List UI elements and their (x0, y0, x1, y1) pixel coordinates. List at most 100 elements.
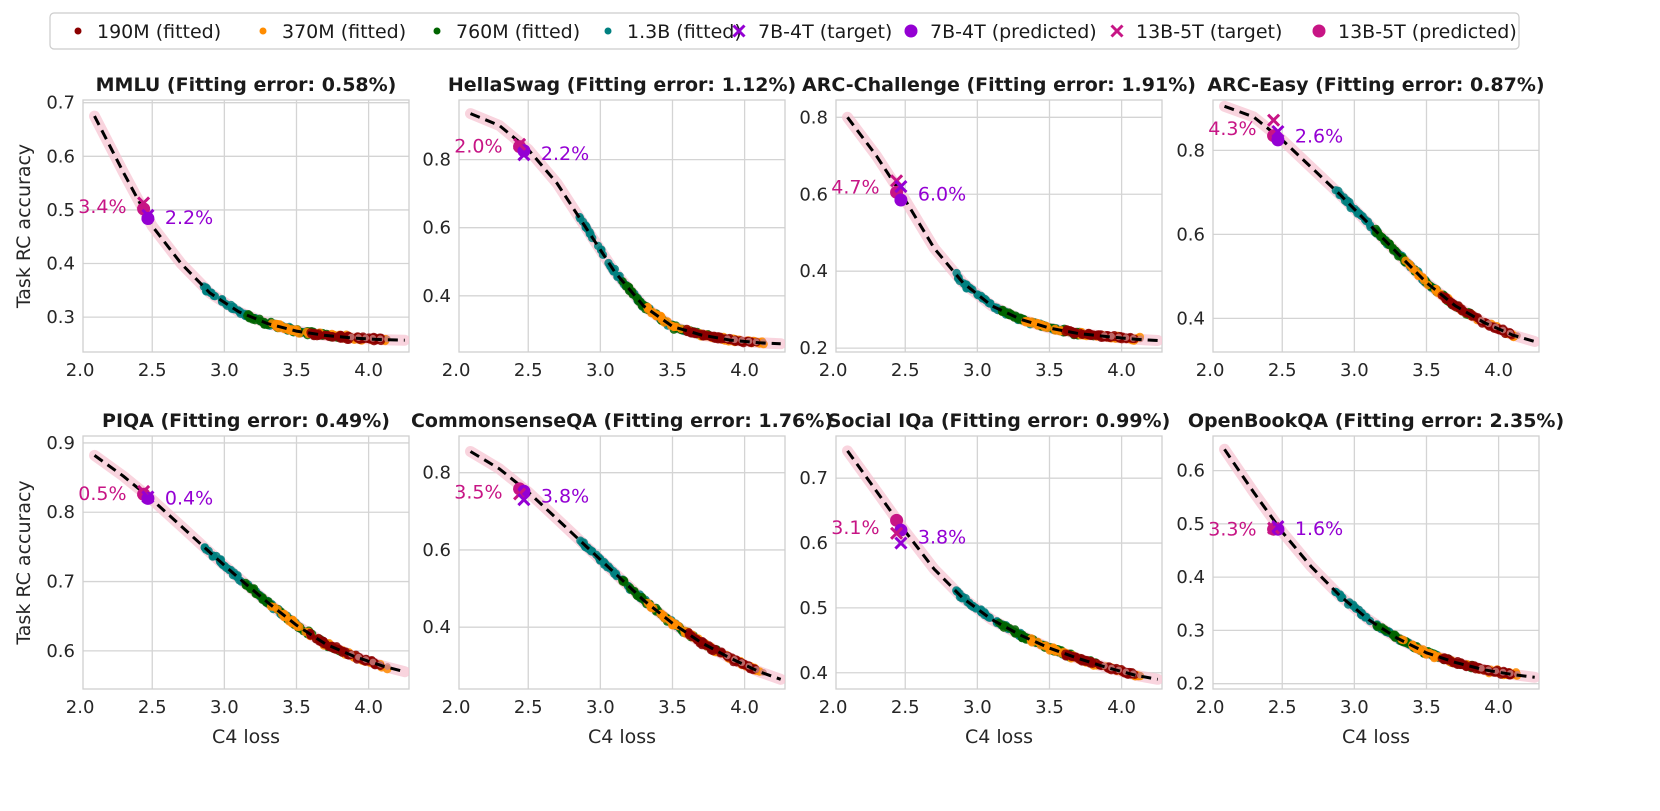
plot-content (465, 446, 785, 685)
x-tick-label: 2.0 (66, 360, 95, 381)
fit-curve (846, 450, 1158, 681)
x-axis-label: C4 loss (588, 726, 656, 748)
fitted-point (1027, 317, 1036, 326)
error-label-7B: 6.0% (918, 183, 966, 205)
x-tick-label: 3.5 (1412, 697, 1441, 718)
fitted-point (384, 663, 391, 670)
x-axis-label: C4 loss (965, 726, 1033, 748)
chart-panel: 2.0 2.5 3.0 3.5 4.0 0.2 0.4 0.6 0.8 ARC-Challenge… (799, 74, 1196, 381)
legend-label: 190M (fitted) (97, 21, 221, 43)
chart-panel: 2.0 2.5 3.0 3.5 4.0 0.4 0.6 0.8 CommonsenseQA (F… (411, 410, 833, 748)
legend-marker (1312, 24, 1326, 38)
panel-title: OpenBookQA (Fitting error: 2.35%) (1188, 410, 1564, 432)
x-tick-label: 2.5 (1268, 697, 1297, 718)
chart-panel: 2.0 2.5 3.0 3.5 4.0 0.4 0.6 0.8 HellaSwag (Fitti… (422, 74, 796, 381)
y-tick-label: 0.4 (422, 286, 451, 307)
y-axis-label: Task RC accuracy (13, 480, 35, 645)
fitted-point (1108, 332, 1115, 340)
x-tick-label: 3.5 (1035, 360, 1064, 381)
plot-area (82, 435, 410, 690)
target-13B-marker-stroke-b (513, 137, 527, 151)
target-7B-marker-stroke-b (894, 180, 908, 194)
panel-title: MMLU (Fitting error: 0.58%) (96, 74, 397, 96)
y-tick-label: 0.6 (1176, 461, 1205, 482)
fitted-point (717, 335, 726, 344)
y-tick-label: 0.5 (799, 598, 828, 619)
x-tick-label: 4.0 (730, 360, 759, 381)
legend-marker-stroke-b (732, 24, 746, 38)
target-13B-marker-stroke-b (890, 526, 904, 540)
fitted-point (671, 619, 680, 628)
legend-entry: 1.3B (fitted) (604, 21, 742, 43)
x-tick-label: 4.0 (354, 360, 383, 381)
x-tick-label: 3.5 (658, 697, 687, 718)
y-tick-label: 0.4 (1176, 567, 1205, 588)
fit-curve (93, 115, 405, 342)
error-label-7B: 0.4% (165, 488, 213, 510)
error-label-7B: 2.2% (165, 207, 213, 229)
fit-curve (1223, 448, 1535, 679)
plot-area (1212, 99, 1540, 353)
error-label-7B: 3.8% (918, 527, 966, 549)
legend-marker (74, 27, 82, 35)
prediction-7B-marker (517, 144, 531, 158)
panel-title: Social IQa (Fitting error: 0.99%) (828, 410, 1171, 432)
target-13B-marker (513, 137, 527, 151)
legend-entry: 13B-5T (predicted) (1312, 21, 1517, 43)
x-tick-label: 3.0 (210, 360, 239, 381)
target-7B-marker-stroke-b (1271, 519, 1285, 534)
y-tick-label: 0.5 (1176, 514, 1205, 535)
y-tick-label: 0.4 (799, 663, 828, 684)
target-7B-marker-stroke-b (517, 493, 531, 507)
chart-panel: 2.0 2.5 3.0 3.5 4.0 0.4 0.6 0.8 ARC-Easy (Fittin… (1176, 74, 1544, 381)
fit-curve (1223, 104, 1536, 343)
y-tick-label: 0.8 (422, 150, 451, 171)
plot-content (465, 108, 785, 350)
target-13B-marker-stroke-b (1267, 113, 1281, 127)
x-tick-label: 3.5 (658, 360, 687, 381)
panel-title: CommonsenseQA (Fitting error: 1.76%) (411, 410, 833, 432)
y-tick-label: 0.4 (46, 254, 75, 275)
fit-curve (469, 112, 781, 346)
prediction-7B-marker (894, 193, 908, 207)
plot-content (1219, 443, 1539, 683)
target-13B-marker (137, 196, 151, 210)
plot-area (82, 99, 410, 353)
y-tick-label: 0.7 (799, 468, 828, 489)
x-tick-label: 4.0 (1484, 360, 1513, 381)
legend-marker-stroke-b (1110, 24, 1124, 38)
x-tick-label: 2.5 (514, 697, 543, 718)
legend-label: 1.3B (fitted) (627, 21, 742, 43)
x-tick-label: 3.5 (282, 360, 311, 381)
chart-panel: 2.0 2.5 3.0 3.5 4.0 0.2 0.3 0.4 0.5 0.6 OpenBookQA… (1176, 410, 1564, 748)
panel-title: ARC-Challenge (Fitting error: 1.91%) (802, 74, 1196, 96)
y-tick-label: 0.4 (799, 261, 828, 282)
x-tick-label: 3.5 (282, 697, 311, 718)
x-tick-label: 3.0 (586, 360, 615, 381)
x-axis-label: C4 loss (1342, 726, 1410, 748)
legend-label: 370M (fitted) (282, 21, 406, 43)
x-tick-label: 2.0 (1196, 697, 1225, 718)
y-tick-label: 0.5 (46, 200, 75, 221)
legend-entry: 7B-4T (predicted) (904, 21, 1097, 43)
x-tick-label: 4.0 (1107, 360, 1136, 381)
y-tick-label: 0.6 (799, 533, 828, 554)
y-tick-label: 0.9 (46, 433, 75, 454)
x-tick-label: 4.0 (354, 697, 383, 718)
error-label-13B: 4.3% (1208, 118, 1256, 140)
legend-marker (1110, 24, 1124, 38)
y-tick-label: 0.6 (46, 146, 75, 167)
plot-area (835, 99, 1163, 353)
x-tick-label: 4.0 (1484, 697, 1513, 718)
x-tick-label: 2.5 (514, 360, 543, 381)
x-tick-label: 2.5 (1268, 360, 1297, 381)
y-tick-label: 0.4 (422, 617, 451, 638)
error-label-7B: 1.6% (1295, 518, 1343, 540)
target-7B-marker (141, 208, 155, 222)
y-tick-label: 0.2 (799, 338, 828, 359)
chart-panel: 2.0 2.5 3.0 3.5 4.0 0.6 0.7 0.8 0.9 PIQA (Fitting… (13, 410, 410, 748)
target-7B-marker (1271, 519, 1285, 534)
x-tick-label: 2.5 (891, 360, 920, 381)
legend-label: 13B-5T (target) (1136, 21, 1282, 43)
